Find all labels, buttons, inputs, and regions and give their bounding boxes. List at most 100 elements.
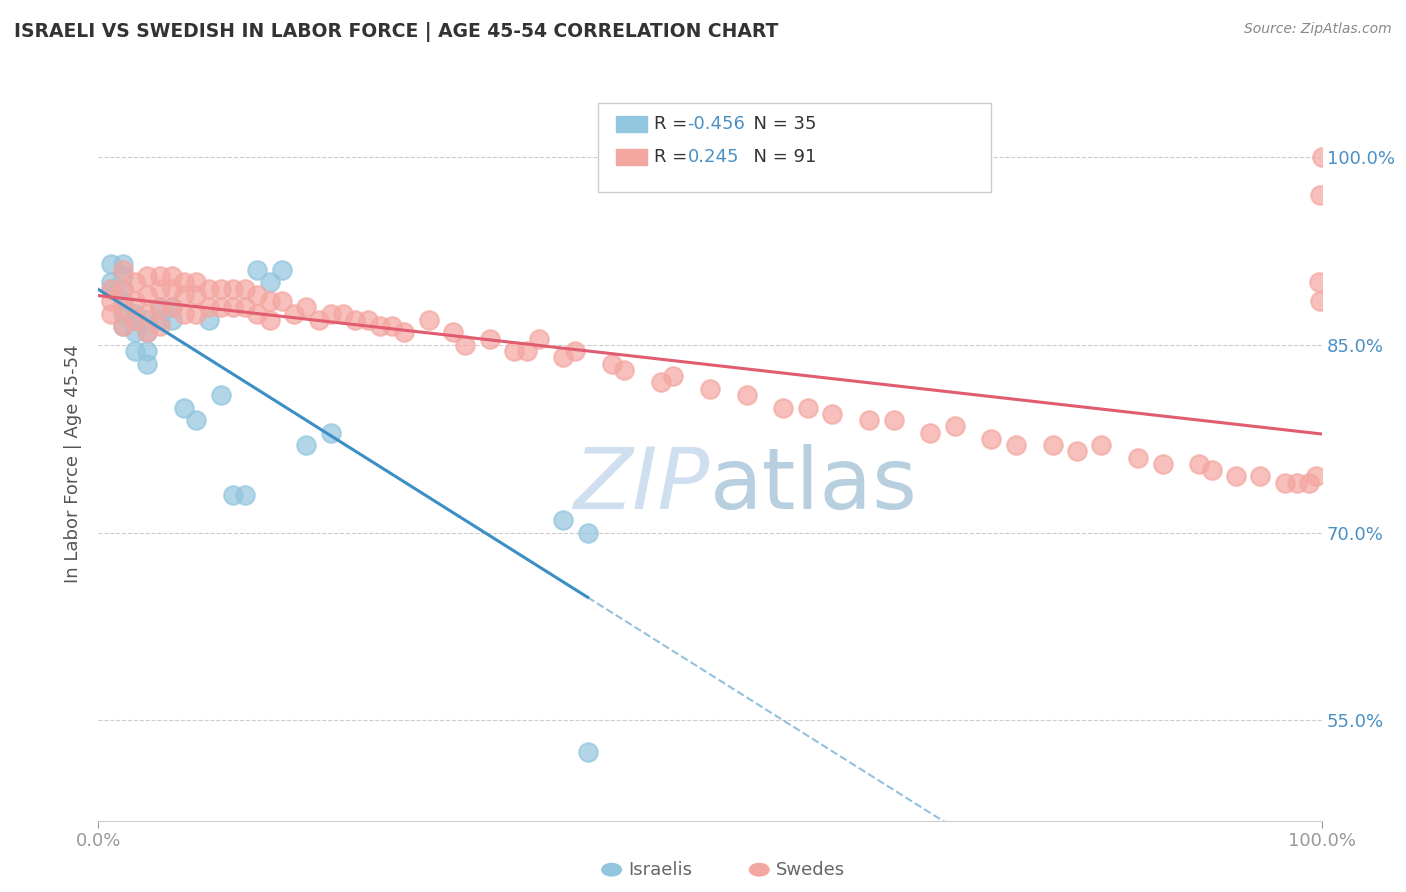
Text: Israelis: Israelis xyxy=(628,861,693,879)
Point xyxy=(308,313,330,327)
Point xyxy=(186,275,208,289)
Point xyxy=(1152,457,1174,471)
Point xyxy=(920,425,942,440)
Text: Swedes: Swedes xyxy=(776,861,845,879)
Point xyxy=(186,413,208,427)
Point xyxy=(454,338,477,352)
Point xyxy=(100,282,122,296)
Point xyxy=(111,319,134,334)
Point xyxy=(515,344,537,359)
Point xyxy=(100,282,122,296)
Point xyxy=(319,307,342,321)
Point xyxy=(1310,150,1333,164)
Point xyxy=(149,282,172,296)
Point xyxy=(173,307,195,321)
Point xyxy=(124,294,146,309)
Point xyxy=(100,294,122,309)
Point xyxy=(332,307,354,321)
Point xyxy=(136,307,159,321)
Point xyxy=(149,319,172,334)
Point xyxy=(124,344,146,359)
Point xyxy=(564,344,586,359)
Point xyxy=(553,351,575,365)
Point xyxy=(186,288,208,302)
Point xyxy=(186,307,208,321)
Text: N = 35: N = 35 xyxy=(742,115,817,133)
Point xyxy=(136,357,159,371)
Point xyxy=(136,313,159,327)
Point xyxy=(222,282,245,296)
Point xyxy=(136,326,159,340)
Point xyxy=(600,357,623,371)
Text: R =: R = xyxy=(654,115,693,133)
Point xyxy=(111,294,134,309)
Point xyxy=(772,401,794,415)
Point xyxy=(368,319,391,334)
Point xyxy=(356,313,378,327)
Point xyxy=(1249,469,1271,483)
Point xyxy=(111,301,134,315)
Point xyxy=(295,438,318,452)
Point xyxy=(197,282,219,296)
Point xyxy=(111,262,134,277)
Point xyxy=(111,282,134,296)
Point xyxy=(1128,450,1150,465)
Point xyxy=(160,282,183,296)
Point xyxy=(173,401,195,415)
Point xyxy=(233,488,256,502)
Point xyxy=(136,288,159,302)
Point xyxy=(209,388,232,402)
Text: -0.456: -0.456 xyxy=(688,115,745,133)
Point xyxy=(111,307,134,321)
Point xyxy=(124,307,146,321)
Point xyxy=(576,525,599,540)
Point xyxy=(246,307,269,321)
Point xyxy=(160,301,183,315)
Point xyxy=(943,419,966,434)
Point xyxy=(1004,438,1026,452)
Point xyxy=(124,313,146,327)
Y-axis label: In Labor Force | Age 45-54: In Labor Force | Age 45-54 xyxy=(65,344,83,583)
Point xyxy=(111,268,134,283)
Text: R =: R = xyxy=(654,148,699,166)
Point xyxy=(1298,475,1320,490)
Point xyxy=(111,282,134,296)
Point xyxy=(527,332,550,346)
Point xyxy=(441,326,464,340)
Point xyxy=(124,313,146,327)
Point xyxy=(1309,187,1331,202)
Text: ZIP: ZIP xyxy=(574,443,710,527)
Point xyxy=(136,326,159,340)
Point xyxy=(197,313,219,327)
Point xyxy=(650,376,672,390)
Point xyxy=(1286,475,1309,490)
Point xyxy=(392,326,416,340)
Point xyxy=(100,256,122,270)
Point xyxy=(1090,438,1112,452)
Text: Source: ZipAtlas.com: Source: ZipAtlas.com xyxy=(1244,22,1392,37)
Point xyxy=(883,413,905,427)
Point xyxy=(149,301,172,315)
Point xyxy=(246,262,269,277)
Point xyxy=(209,282,232,296)
Point xyxy=(197,301,219,315)
Point xyxy=(233,282,256,296)
Point xyxy=(295,301,318,315)
Point xyxy=(160,313,183,327)
Point xyxy=(319,425,342,440)
Point xyxy=(1308,275,1330,289)
Point xyxy=(149,268,172,283)
Point xyxy=(270,262,294,277)
Text: N = 91: N = 91 xyxy=(742,148,817,166)
Point xyxy=(553,513,575,527)
Point xyxy=(100,275,122,289)
Point xyxy=(124,326,146,340)
Point xyxy=(503,344,526,359)
Point xyxy=(111,319,134,334)
Point xyxy=(136,268,159,283)
Point xyxy=(209,301,232,315)
Text: atlas: atlas xyxy=(710,443,918,527)
Point xyxy=(858,413,880,427)
Point xyxy=(1309,294,1331,309)
Point xyxy=(173,288,195,302)
